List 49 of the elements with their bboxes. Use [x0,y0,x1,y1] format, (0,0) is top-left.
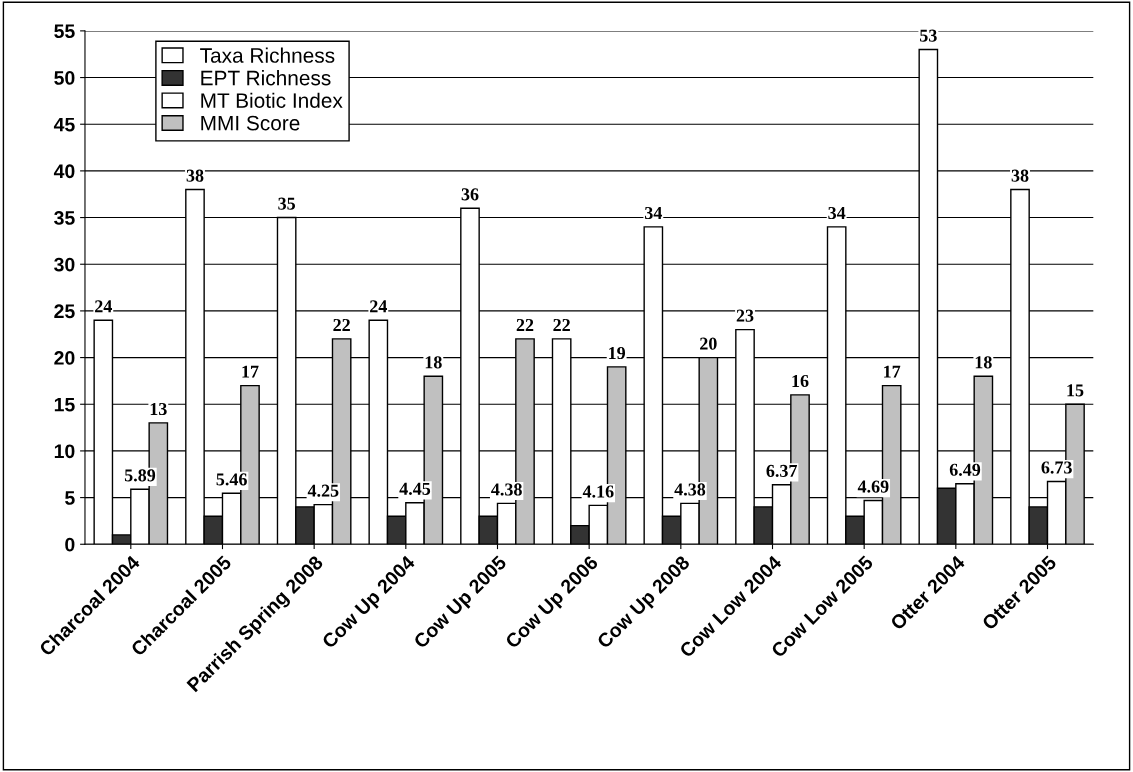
y-tick-label: 20 [54,351,75,365]
legend-label: Taxa Richness [200,47,335,63]
data-label: 24 [95,300,112,313]
legend-label: MMI Score [201,115,300,131]
y-tick-label: 30 [54,257,75,272]
data-label: 6.37 [766,464,798,478]
data-label: 6.73 [1041,461,1072,474]
legend-label: MT Biotic Index [201,92,343,108]
data-label: 5.46 [216,473,247,486]
data-label: 15 [1067,384,1084,397]
data-label: 35 [278,197,296,210]
y-tick-label: 5 [65,491,75,505]
data-label: 38 [186,169,204,182]
data-label: 16 [792,374,809,388]
data-label: 20 [700,337,717,350]
data-label: 22 [553,318,570,331]
data-label: 13 [150,402,167,416]
data-label: 22 [516,318,534,331]
data-label: 34 [828,206,846,220]
y-tick-label: 45 [53,117,75,132]
data-label: 23 [736,309,754,322]
data-label: 4.38 [674,483,706,496]
data-label: 34 [644,206,663,220]
y-tick-label: 0 [65,537,75,552]
data-label: 19 [609,346,626,360]
data-label: 4.69 [857,480,889,493]
y-tick-label: 10 [54,444,75,459]
data-label: 4.38 [491,483,522,496]
data-label: 4.16 [582,485,614,498]
y-tick-label: 15 [54,397,75,412]
y-tick-label: 55 [54,24,75,39]
data-label: 4.25 [307,484,339,497]
data-label: 4.45 [399,482,431,495]
data-label: 53 [920,29,937,42]
legend-label: EPT Richness [201,70,331,86]
y-tick-label: 40 [53,164,75,179]
data-label: 17 [884,365,901,378]
data-label: 36 [461,188,479,201]
y-tick-label: 50 [54,71,75,85]
data-label: 24 [370,300,388,313]
data-label: 22 [333,318,350,331]
data-label: 6.49 [949,463,981,476]
data-label: 38 [1011,169,1029,182]
data-label: 5.89 [124,469,156,482]
data-label: 18 [425,356,442,369]
data-label: 17 [242,365,259,378]
y-tick-label: 35 [54,211,75,225]
data-label: 18 [975,356,992,369]
y-tick-label: 25 [54,304,75,319]
